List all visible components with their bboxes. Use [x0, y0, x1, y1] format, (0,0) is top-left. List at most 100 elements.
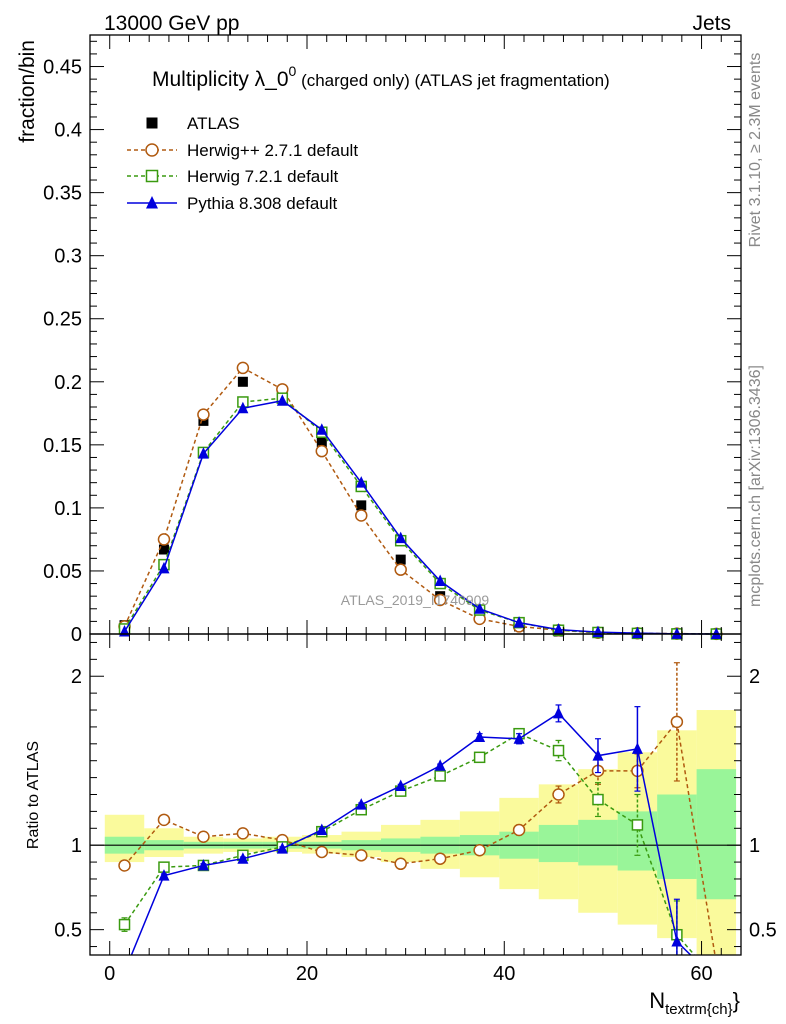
band-inner [538, 824, 579, 863]
ratio-y-tick-label-right: 1 [749, 835, 760, 857]
ratio-point [355, 798, 367, 810]
ratio-point [592, 793, 604, 806]
legend-marker [146, 117, 158, 129]
ratio-point [552, 744, 565, 757]
main-y-label: fraction/bin [16, 40, 39, 143]
ratio-point [671, 934, 683, 947]
series-line [123, 399, 717, 635]
ratio-point [512, 823, 526, 837]
ratio-x-axis: 0 20 40 60 [104, 634, 742, 985]
data-point [355, 476, 367, 488]
data-point [394, 563, 407, 576]
data-point [198, 415, 209, 426]
data-point [197, 447, 209, 459]
ratio-point [513, 732, 525, 744]
title-main: Multiplicity λ_0 [152, 68, 289, 91]
legend-marker [145, 169, 159, 183]
ratio-point [553, 706, 565, 719]
ratio-point [434, 759, 446, 771]
ratio-point [158, 869, 170, 881]
x-label-main: N [649, 988, 665, 1013]
legend-label: ATLAS [187, 114, 240, 133]
main-title: Multiplicity λ_00 (charged only) (ATLAS … [152, 63, 610, 91]
ratio-series-line [123, 732, 696, 955]
ratio-content [90, 662, 741, 955]
data-point [197, 408, 210, 421]
x-label-sub: textrm{ch} [665, 1001, 733, 1018]
y-tick-label: 0.2 [54, 372, 82, 394]
ratio-y-tick-label-right: 0.5 [749, 920, 777, 942]
data-point [316, 437, 327, 448]
x-tick-label: 20 [296, 963, 318, 985]
ratio-y-tick-label-right: 2 [749, 666, 760, 688]
x-label-close: } [733, 988, 740, 1013]
ratio-point [237, 852, 249, 864]
ratio-series-2 [130, 704, 692, 955]
main-y-axis: 0 0.05 0.1 0.15 0.2 0.25 0.3 0.35 0.4 0.45 [43, 40, 741, 646]
ratio-point [276, 842, 288, 854]
title-rest: (charged only) (ATLAS jet fragmentation) [296, 71, 609, 90]
band-inner [578, 819, 618, 866]
ratio-point [434, 770, 446, 782]
y-tick-label: 0.05 [43, 561, 82, 583]
title-sup: 0 [289, 63, 297, 79]
data-point [671, 627, 683, 639]
ratio-point [394, 857, 407, 871]
ratio-series-line [123, 720, 716, 955]
x-axis-label: Ntextrm{ch}} [649, 988, 740, 1018]
y-tick-label: 0.3 [54, 246, 82, 268]
y-tick-label: 0.4 [54, 120, 82, 142]
ratio-point [474, 730, 486, 743]
y-tick-label: 0.15 [43, 435, 82, 457]
header-process: Jets [692, 12, 731, 35]
ratio-point [316, 823, 328, 835]
ratio-point [315, 845, 329, 859]
data-point [316, 423, 328, 435]
data-point [157, 533, 171, 546]
ratio-point [118, 859, 131, 872]
ratio-point [395, 779, 407, 792]
x-tick-label: 40 [493, 963, 515, 985]
ratio-y-label: Ratio to ATLAS [25, 741, 42, 849]
y-tick-label: 0.1 [54, 498, 82, 520]
data-point [158, 544, 169, 555]
data-point [356, 500, 367, 511]
ratio-point [118, 918, 131, 931]
ratio-point [670, 715, 684, 729]
y-tick-label: 0.35 [43, 183, 82, 205]
ratio-point [433, 852, 447, 865]
ratio-point [157, 813, 171, 827]
ratio-point [197, 830, 210, 843]
band-inner [696, 769, 737, 900]
watermark: ATLAS_2019_I1740909 [341, 592, 490, 608]
legend: ATLAS Herwig++ 2.7.1 default Herwig 7.2.1 … [127, 114, 358, 213]
data-point [395, 531, 407, 544]
data-point [236, 361, 250, 375]
legend-label: Herwig++ 2.7.1 default [187, 141, 358, 160]
data-point [553, 623, 565, 635]
ratio-point [631, 819, 644, 831]
rivet-label: Rivet 3.1.10, ≥ 2.3M events [747, 53, 764, 248]
ratio-y-tick-label-left: 2 [71, 666, 82, 688]
data-point [395, 554, 406, 565]
band-inner [657, 794, 697, 879]
data-point [315, 444, 329, 458]
ratio-y-tick-label-left: 0.5 [54, 920, 82, 942]
data-point [433, 593, 447, 607]
data-point [237, 401, 249, 414]
header-energy: 13000 GeV pp [104, 12, 239, 35]
ratio-y-axis: 0.5 0.5 1 1 2 2 [54, 641, 777, 948]
legend-label: Herwig 7.2.1 default [187, 167, 338, 186]
ratio-point [197, 858, 209, 871]
main-panel: 0 0.05 0.1 0.15 0.2 0.25 0.3 0.35 0.4 0.45 fracti… [16, 34, 742, 646]
y-tick-label: 0.25 [43, 309, 82, 331]
ratio-point [631, 742, 643, 754]
data-point [434, 574, 446, 587]
ratio-series-line [130, 712, 692, 955]
legend-label: Pythia 8.308 default [187, 194, 338, 213]
data-point [513, 616, 525, 628]
ratio-point [355, 849, 368, 862]
y-tick-label: 0 [71, 624, 82, 646]
ratio-point [552, 788, 565, 801]
